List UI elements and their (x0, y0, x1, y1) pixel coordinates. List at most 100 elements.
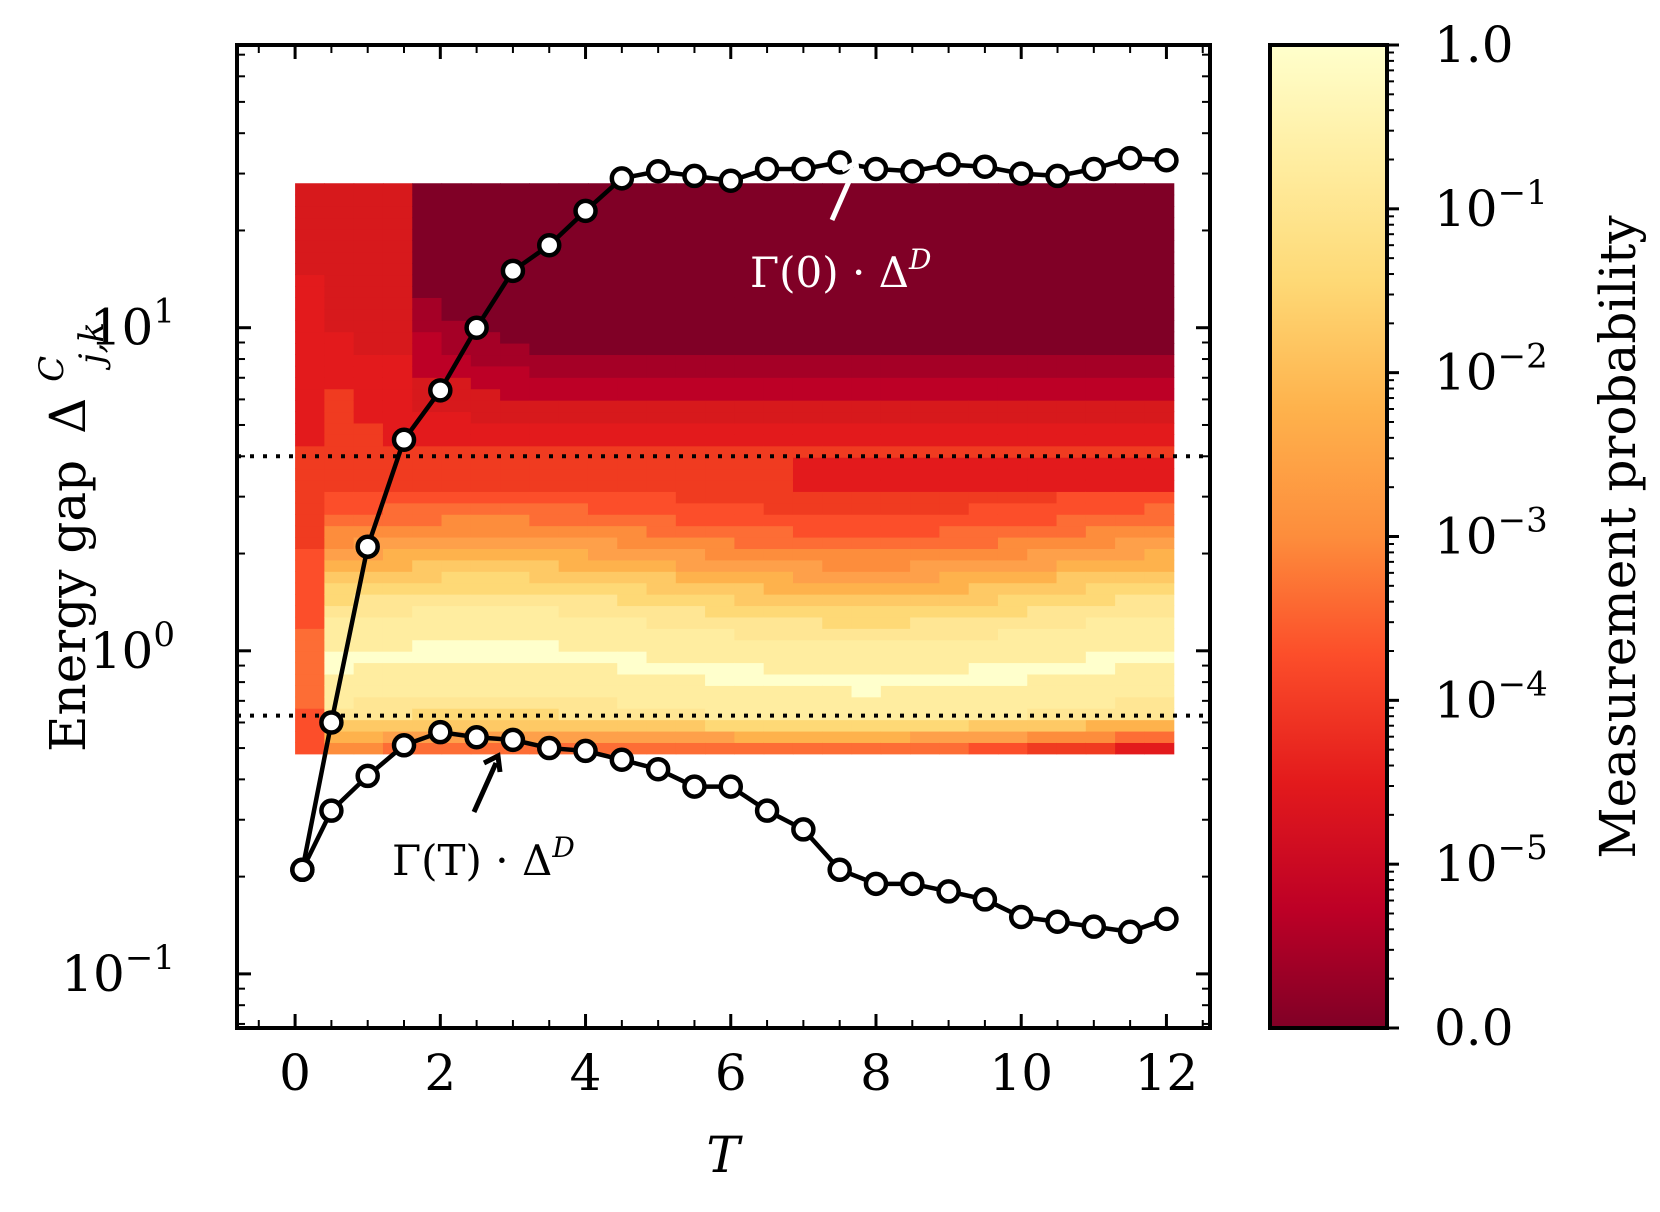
heatmap-cell (470, 206, 501, 219)
heatmap-cell (939, 411, 970, 424)
heatmap-cell (939, 514, 970, 527)
heatmap-cell (324, 662, 355, 675)
heatmap-cell (705, 422, 735, 435)
heatmap-cell (646, 616, 677, 629)
heatmap-cell (997, 582, 1028, 595)
heatmap-cell (382, 183, 413, 196)
heatmap-cell (1056, 331, 1087, 344)
heatmap-cell (1115, 308, 1146, 321)
heatmap-cell (675, 639, 706, 652)
heatmap-cell (997, 571, 1028, 584)
heatmap-cell (441, 685, 472, 698)
heatmap-cell (529, 217, 560, 230)
heatmap-cell (470, 365, 501, 378)
heatmap-cell (1144, 400, 1175, 413)
heatmap-cell (646, 685, 677, 698)
heatmap-cell (851, 468, 882, 481)
heatmap-cell (558, 594, 589, 607)
heatmap-cell (295, 320, 325, 333)
heatmap-cell (1115, 194, 1146, 207)
heatmap-cell (382, 696, 413, 709)
heatmap-cell (646, 228, 677, 241)
heatmap-cell (705, 719, 735, 732)
heatmap-cell (734, 582, 765, 595)
heatmap-cell (587, 331, 618, 344)
heatmap-cell (939, 685, 970, 698)
heatmap-cell (617, 639, 648, 652)
heatmap-cell (1115, 582, 1146, 595)
heatmap-cell (880, 411, 911, 424)
heatmap-cell (822, 594, 853, 607)
heatmap-cell (763, 457, 794, 470)
heatmap-cell (763, 331, 794, 344)
heatmap-cell (617, 297, 648, 310)
heatmap-cell (675, 411, 706, 424)
heatmap-cell (412, 274, 443, 287)
y-axis-label-sup: C (32, 356, 72, 382)
heatmap-cell (412, 320, 443, 333)
heatmap-cell (529, 628, 560, 641)
y-tick-label: 100 (90, 615, 175, 680)
heatmap-cell (1144, 582, 1175, 595)
heatmap-cell (968, 730, 999, 743)
heatmap-cell (295, 457, 325, 470)
heatmap-cell (558, 616, 589, 629)
heatmap-cell (675, 730, 706, 743)
heatmap-cell (1027, 673, 1058, 686)
heatmap-cell (1027, 240, 1058, 253)
heatmap-cell (705, 320, 735, 333)
heatmap-cell (822, 263, 853, 276)
heatmap-cell (705, 730, 735, 743)
heatmap-cell (1085, 320, 1116, 333)
heatmap-cell (851, 400, 882, 413)
heatmap-cell (763, 434, 794, 447)
heatmap-cell (1085, 525, 1116, 538)
heatmap-cell (910, 457, 940, 470)
heatmap-cell (353, 479, 384, 492)
heatmap-cell (646, 582, 677, 595)
heatmap-cell (851, 559, 882, 572)
heatmap-cell (441, 696, 472, 709)
heatmap-cell (441, 251, 472, 264)
heatmap-cell (792, 502, 823, 515)
heatmap-cell (1085, 183, 1116, 196)
heatmap-cell (646, 422, 677, 435)
heatmap-cell (587, 548, 618, 561)
heatmap-cell (705, 251, 735, 264)
heatmap-cell (1056, 274, 1087, 287)
heatmap-cell (705, 605, 735, 618)
heatmap-cell (763, 502, 794, 515)
heatmap-cell (1027, 730, 1058, 743)
heatmap-cell (763, 194, 794, 207)
series-point-0 (936, 152, 961, 177)
heatmap-cell (353, 628, 384, 641)
series-point-1 (573, 738, 598, 764)
heatmap-cell (587, 479, 618, 492)
heatmap-cell (910, 548, 940, 561)
heatmap-cell (295, 422, 325, 435)
heatmap-cell (353, 285, 384, 298)
heatmap-cell (295, 274, 325, 287)
heatmap-cell (792, 662, 823, 675)
heatmap-cell (968, 696, 999, 709)
heatmap-cell (851, 308, 882, 321)
heatmap-cell (529, 548, 560, 561)
heatmap-cell (324, 422, 355, 435)
heatmap-cell (1056, 217, 1087, 230)
heatmap-cell (470, 411, 501, 424)
heatmap-cell (441, 297, 472, 310)
heatmap-cell (646, 605, 677, 618)
series-point-1 (1045, 909, 1070, 934)
heatmap-cell (968, 559, 999, 572)
heatmap-cell (617, 548, 648, 561)
heatmap-cell (1144, 605, 1175, 618)
heatmap-cell (939, 194, 970, 207)
annotation-gamma0-arrow-head (840, 159, 861, 180)
series-point-1 (645, 756, 671, 782)
heatmap-cell (529, 320, 560, 333)
heatmap-cell (675, 240, 706, 253)
heatmap-cell (792, 343, 823, 356)
x-axis-ticks: 0 2 4 6 8 10 12 (257, 45, 1204, 1102)
heatmap-cell (1056, 685, 1087, 698)
heatmap-cell (382, 274, 413, 287)
